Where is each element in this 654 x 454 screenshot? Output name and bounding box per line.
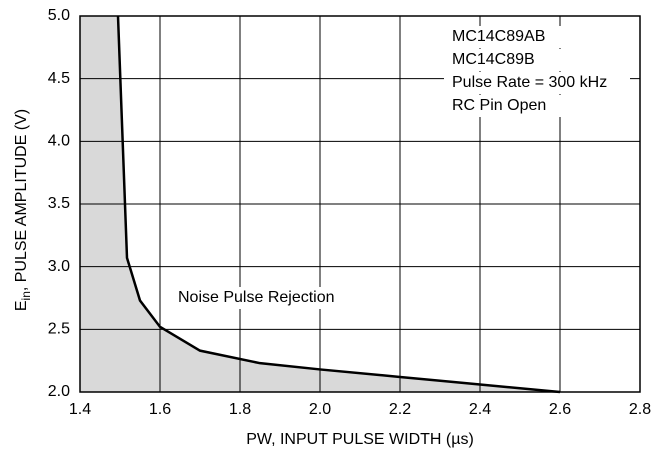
y-label-rest: , PULSE AMPLITUDE (V) (13, 109, 30, 291)
y-tick-label: 4.0 (48, 133, 70, 150)
annotation-bg (444, 72, 630, 94)
y-tick-label: 4.5 (48, 70, 70, 87)
annotation: RC Pin Open (452, 97, 546, 114)
region-label-bg (174, 287, 354, 309)
annotation-bg (444, 26, 630, 48)
y-tick-label: 3.0 (48, 258, 70, 275)
x-tick-label: 2.6 (549, 401, 571, 418)
annotation-bg (444, 49, 630, 71)
x-tick-label: 2.2 (389, 401, 411, 418)
x-tick-label: 2.0 (309, 401, 331, 418)
x-tick-label: 2.8 (629, 401, 651, 418)
curve (116, 15, 561, 394)
x-tick-label: 1.6 (149, 401, 171, 418)
x-tick-label: 1.4 (69, 401, 91, 418)
x-axis-label: PW, INPUT PULSE WIDTH (µs) (246, 431, 474, 448)
region-label: Noise Pulse Rejection (178, 289, 335, 306)
y-label-main: E (13, 300, 30, 311)
plot-frame (79, 15, 641, 393)
annotation: MC14C89B (452, 51, 535, 68)
y-axis-label: Ein, PULSE AMPLITUDE (V) (13, 109, 33, 311)
y-tick-label: 2.0 (48, 383, 70, 400)
annotation: MC14C89AB (452, 28, 545, 45)
annotation: Pulse Rate = 300 kHz (452, 74, 607, 91)
annotation-bg (444, 95, 630, 117)
y-tick-label: 2.5 (48, 321, 70, 338)
x-tick-label: 1.8 (229, 401, 251, 418)
shaded-region (80, 16, 560, 392)
y-tick-label: 5.0 (48, 7, 70, 24)
x-tick-label: 2.4 (469, 401, 491, 418)
y-label-sub: in (19, 291, 33, 300)
y-tick-label: 3.5 (48, 195, 70, 212)
